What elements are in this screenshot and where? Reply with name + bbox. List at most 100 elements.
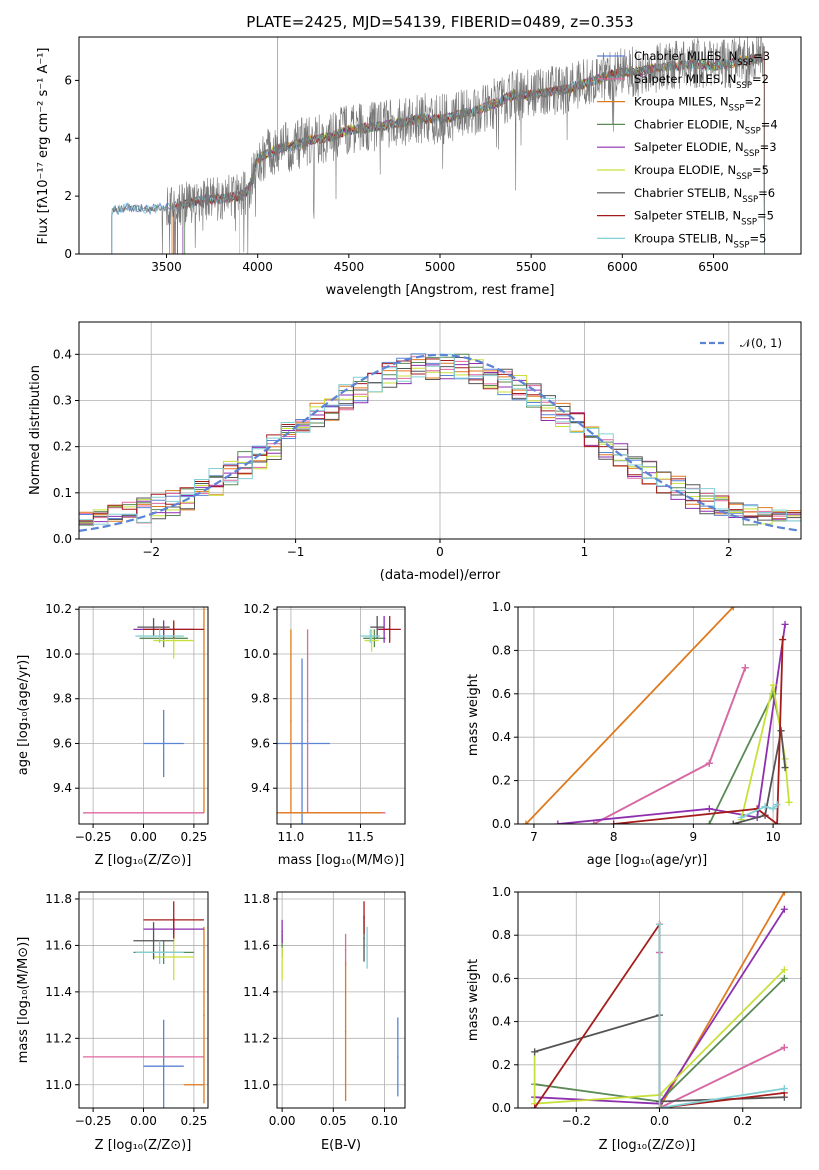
series-marker — [773, 820, 781, 824]
weight-series-line — [593, 667, 747, 824]
x-tick-label: 2 — [725, 545, 733, 559]
x-tick-label: 0.0 — [650, 1114, 669, 1128]
data-point — [203, 1014, 205, 1016]
weight-age-x-label: age [log₁₀(age/yr)] — [587, 853, 708, 868]
x-tick-label: −0.25 — [75, 830, 112, 844]
x-tick-label: 4500 — [334, 260, 365, 274]
series-marker — [780, 1044, 788, 1052]
y-tick-label: 11.0 — [243, 1078, 270, 1092]
x-tick-label: 10 — [765, 830, 780, 844]
legend-entry-label: Kroupa STELIB, NSSP=5 — [634, 231, 766, 250]
legend-entry-label: Kroupa MILES, NSSP=2 — [634, 95, 761, 114]
x-tick-label: 6000 — [607, 260, 638, 274]
y-tick-label: 4 — [64, 131, 72, 145]
data-point — [317, 812, 320, 814]
y-tick-label: 0.0 — [53, 532, 72, 546]
axes-frame — [276, 606, 406, 825]
y-tick-label: 0.2 — [53, 440, 72, 454]
x-tick-label: 5500 — [516, 260, 547, 274]
plot-content — [111, 37, 765, 254]
legend-entry-label: Chabrier STELIB, NSSP=6 — [634, 186, 775, 205]
residual-histogram — [79, 357, 801, 523]
series-marker — [769, 805, 777, 813]
data-point — [344, 949, 347, 951]
data-point — [363, 937, 365, 940]
series-marker — [780, 1085, 788, 1093]
weight-series-line — [658, 924, 785, 1108]
observed-spectrum-line — [111, 37, 765, 254]
series-marker — [705, 759, 713, 767]
mass-z-x-label: Z [log₁₀(Z/Z⊙)] — [95, 1138, 192, 1153]
data-point — [152, 939, 155, 942]
y-tick-label: 0 — [64, 247, 72, 261]
data-point — [363, 916, 365, 919]
massweight-vs-Z-panel: −0.2 0.0 0.2 0.0 0.2 0.4 0.6 0.8 1.0 — [492, 885, 802, 1128]
data-point — [172, 628, 175, 631]
axes-frame — [276, 891, 406, 1109]
data-point — [158, 951, 161, 954]
series-marker — [737, 813, 745, 821]
x-tick-label: 0.2 — [733, 1114, 752, 1128]
x-tick-label: 7 — [530, 830, 538, 844]
residual-histogram — [79, 353, 801, 525]
series-marker — [785, 798, 793, 806]
series-marker — [741, 664, 749, 672]
y-tick-label: 10.0 — [45, 647, 72, 661]
y-tick-label: 11.6 — [45, 938, 72, 952]
weight-series-line — [658, 952, 785, 1108]
legend-entry-label: Kroupa ELODIE, NSSP=5 — [634, 163, 769, 182]
x-tick-label: 8 — [610, 830, 618, 844]
mass-vs-Z-panel: −0.25 0.00 0.25 11.0 11.2 11.4 11.6 11.8 — [45, 891, 209, 1128]
weight-series-line — [593, 667, 747, 824]
data-point — [142, 1056, 145, 1058]
mass-ebv-x-label: E(B-V) — [321, 1138, 361, 1153]
x-tick-label: 0.05 — [320, 1114, 347, 1128]
data-point — [172, 919, 175, 921]
parameter-panels: −0.25 0.00 0.25 9.4 9.6 9.8 10.0 10.2 11.0 11.5 9.… — [45, 600, 802, 1128]
series-marker — [780, 966, 788, 974]
plot-content — [281, 901, 399, 1102]
axes-frame — [78, 891, 209, 1109]
legend-entry-label: Salpeter ELODIE, NSSP=3 — [634, 140, 777, 159]
data-point — [281, 963, 283, 965]
normal-legend-label: 𝒩(0, 1) — [740, 336, 782, 350]
y-tick-label: 2 — [64, 189, 72, 203]
data-point — [281, 930, 283, 933]
x-tick-label: 0.10 — [371, 1114, 398, 1128]
series-marker — [779, 636, 787, 644]
y-tick-label: 0.4 — [492, 730, 511, 744]
y-tick-label: 10.2 — [45, 602, 72, 616]
x-tick-label: 4000 — [242, 260, 273, 274]
age-vs-Z-panel: −0.25 0.00 0.25 9.4 9.6 9.8 10.0 10.2 — [45, 602, 209, 844]
y-tick-label: 0.0 — [492, 1101, 511, 1115]
legend-entry-label: Chabrier ELODIE, NSSP=4 — [634, 117, 778, 136]
axes-frame — [78, 321, 802, 540]
series-marker — [610, 820, 618, 824]
x-tick-label: 0.25 — [181, 830, 208, 844]
spectrum-panel: PLATE=2425, MJD=54139, FIBERID=0489, z=0… — [36, 13, 802, 298]
y-tick-label: 1.0 — [492, 885, 511, 899]
data-point — [369, 635, 372, 637]
series-marker — [769, 681, 777, 689]
x-tick-label: 11.0 — [278, 830, 305, 844]
y-tick-label: 0.2 — [492, 1058, 511, 1072]
weight-z-y-label: mass weight — [466, 959, 481, 1041]
weight-series-line — [557, 624, 786, 824]
x-tick-label: 6500 — [698, 260, 729, 274]
series-marker — [781, 620, 789, 628]
axes-frame — [78, 606, 209, 825]
weight-age-y-label: mass weight — [466, 674, 481, 756]
legend-entry-label: Salpeter MILES, NSSP=2 — [634, 72, 769, 91]
weight-series-line — [740, 684, 790, 820]
spectrum-legend: Chabrier MILES, NSSP=3 Salpeter MILES, NS… — [597, 49, 778, 250]
axes-frame — [517, 606, 802, 825]
data-point — [290, 720, 292, 722]
plot-content — [79, 353, 801, 532]
weight-series-line — [525, 607, 734, 824]
residuals-x-label: (data-model)/error — [380, 568, 501, 583]
plot-content — [522, 607, 793, 824]
y-tick-label: 0.6 — [492, 687, 511, 701]
series-marker — [777, 727, 785, 735]
age-z-y-label: age [log₁₀(age/yr)] — [16, 655, 31, 776]
